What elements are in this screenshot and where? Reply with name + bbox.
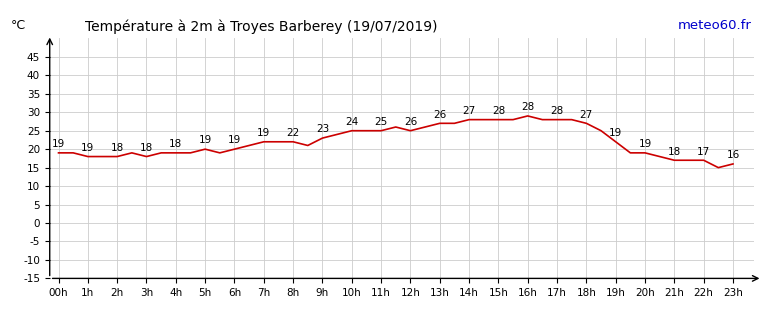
Text: °C: °C [11,19,26,32]
Text: 18: 18 [111,143,124,153]
Text: 27: 27 [580,110,593,120]
Text: 19: 19 [228,135,241,146]
Text: 26: 26 [404,117,417,127]
Text: 18: 18 [169,139,182,149]
Text: 19: 19 [609,128,622,138]
Text: 22: 22 [287,128,300,138]
Text: 24: 24 [345,117,358,127]
Text: 17: 17 [697,147,710,156]
Text: 19: 19 [199,135,212,146]
Text: 28: 28 [492,106,505,116]
Text: Température à 2m à Troyes Barberey (19/07/2019): Température à 2m à Troyes Barberey (19/0… [85,19,438,34]
Text: 28: 28 [551,106,564,116]
Text: 19: 19 [639,139,652,149]
Text: 19: 19 [257,128,270,138]
Text: 27: 27 [463,106,476,116]
Text: 18: 18 [668,147,681,156]
Text: UTC: UTC [764,281,765,291]
Text: 23: 23 [316,124,329,134]
Text: 25: 25 [375,117,388,127]
Text: 18: 18 [140,143,153,153]
Text: 26: 26 [433,110,446,120]
Text: meteo60.fr: meteo60.fr [679,19,752,32]
Text: 19: 19 [52,139,65,149]
Text: 16: 16 [727,150,740,160]
Text: 19: 19 [81,143,94,153]
Text: 28: 28 [521,102,534,112]
